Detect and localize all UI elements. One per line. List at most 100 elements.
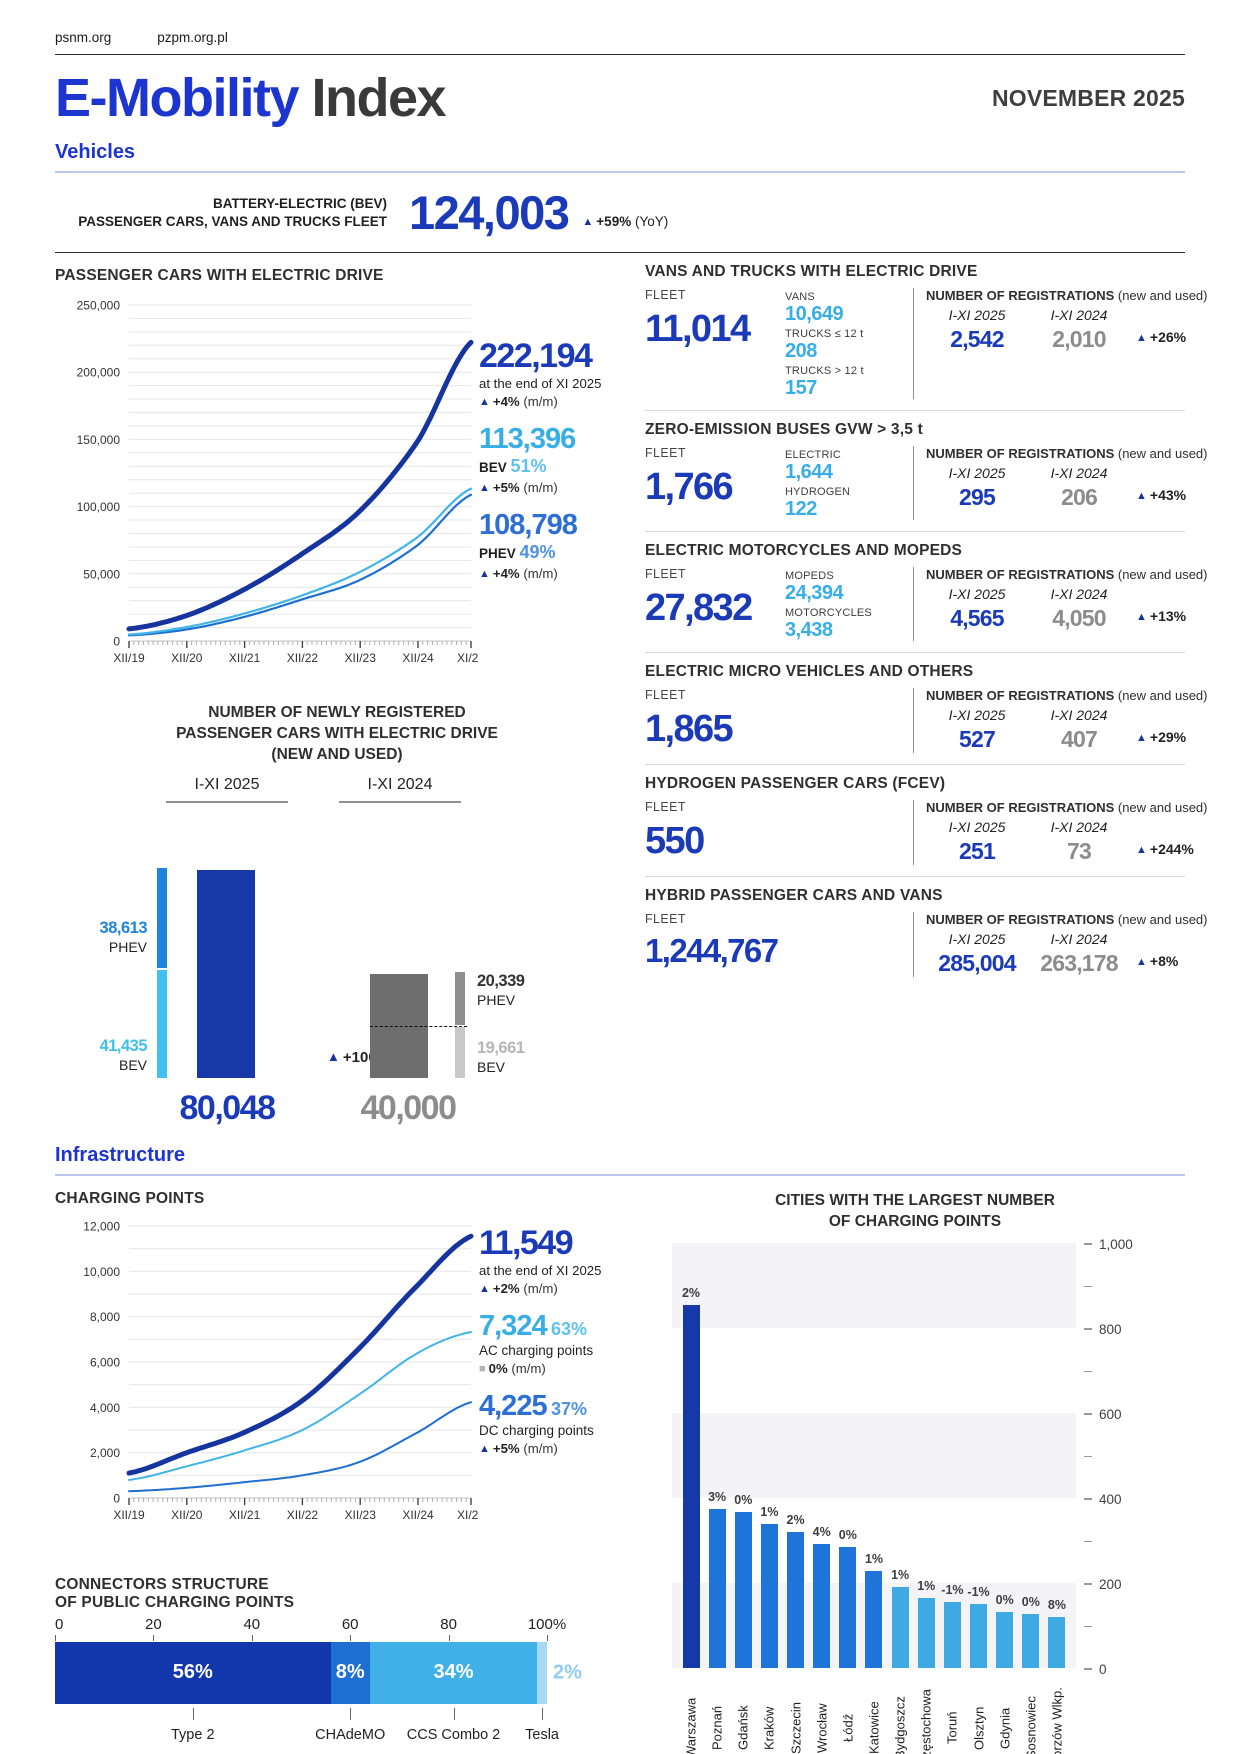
bev-fleet-label: BATTERY-ELECTRIC (BEV) PASSENGER CARS, V… (78, 195, 387, 229)
page-title: E-Mobility Index (55, 71, 447, 125)
infrastructure-left-column: CHARGING POINTS 12,000 10,000 8,000 6,000 4,… (55, 1176, 619, 1754)
connectors-axis-label: 20 (145, 1615, 162, 1633)
svg-text:XII/22: XII/22 (287, 1508, 319, 1522)
registrations-value: 295 (959, 484, 996, 510)
city-bar (1022, 1613, 1040, 1669)
city-bar (682, 1304, 700, 1669)
fleet-sub-stats: MOPEDS 24,394 MOTORCYCLES 3,438 (785, 567, 913, 641)
charging-points-line-chart: 12,000 10,000 8,000 6,000 4,000 2,000 0 XII/19 X… (83, 1219, 479, 1522)
registrations-change: ▲ +26% (1136, 329, 1187, 345)
svg-text:XII/23: XII/23 (345, 651, 377, 665)
svg-text:XII/20: XII/20 (171, 651, 203, 665)
svg-text:XII/21: XII/21 (229, 1508, 261, 1522)
fleet-block: ZERO-EMISSION BUSES GVW > 3,5 t FLEET 1,76… (645, 411, 1208, 532)
registrations-value: 251 (959, 838, 996, 864)
bev-fleet-change: ▲ +59% (YoY) (582, 214, 669, 229)
fleet-value: 1,766 (645, 466, 734, 508)
up-triangle-icon: ▲ (1136, 956, 1147, 968)
city-bar (891, 1587, 909, 1669)
pzpm-org-link[interactable]: pzpm.org.pl (157, 30, 228, 45)
registrations-cell: I-XI 2025 295 (926, 465, 1028, 511)
up-triangle-icon: ▲ (1136, 844, 1147, 856)
fleet-column: FLEET 11,014 (645, 288, 785, 399)
phev-2024-side-bar (455, 971, 465, 1025)
svg-text:XII/19: XII/19 (113, 1508, 145, 1522)
registrations-column: NUMBER OF REGISTRATIONS (new and used) I-… (926, 288, 1208, 352)
city-bar (996, 1612, 1014, 1669)
registrations-column: NUMBER OF REGISTRATIONS (new and used) I-… (926, 800, 1208, 864)
registrations-change: ▲ +8% (1136, 953, 1179, 969)
cities-axis-label: 1,000 (1099, 1236, 1133, 1252)
svg-text:250,000: 250,000 (77, 299, 121, 313)
registrations-cell: I-XI 2024 407 (1028, 707, 1130, 753)
fleet-sub-value: 3,438 (785, 619, 833, 641)
svg-text:XII/19: XII/19 (113, 651, 145, 665)
connectors-title: CONNECTORS STRUCTURE OF PUBLIC CHARGING … (55, 1575, 295, 1611)
total-2024-value: 40,000 (360, 1088, 458, 1127)
city-name-label: Gdańsk (735, 1705, 751, 1751)
registrations-value: 527 (959, 726, 996, 752)
passenger-cars-line-chart: 250,000 200,000 150,000 100,000 50,000 0 XII/1… (77, 299, 479, 666)
phev-2025-side-bar (157, 867, 167, 969)
connector-segment (537, 1641, 547, 1704)
city-name-label: Bydgoszcz (892, 1696, 908, 1754)
fleet-column: FLEET 1,865 (645, 688, 913, 753)
svg-text:XII/23: XII/23 (345, 1508, 377, 1522)
city-change-label: 3% (708, 1489, 727, 1504)
svg-text:XII/22: XII/22 (287, 651, 319, 665)
city-bar-slot: 1% (760, 1505, 778, 1669)
registrations-cell: I-XI 2024 206 (1028, 465, 1130, 511)
city-bar-slot: 2% (682, 1286, 700, 1669)
connectors-axis-label: 80 (440, 1615, 457, 1633)
svg-text:50,000: 50,000 (83, 567, 120, 581)
fleet-value: 550 (645, 820, 705, 862)
fleet-block: ELECTRIC MOTORCYCLES AND MOPEDS FLEET 27,8… (645, 532, 1208, 653)
axis-tick (547, 1634, 548, 1641)
city-change-label: 1% (917, 1579, 936, 1594)
svg-text:12,000: 12,000 (83, 1219, 120, 1233)
cities-x-labels: Warszawa Poznań Gdańsk Kraków Szczecin Wrocła… (672, 1668, 1076, 1754)
svg-text:XI/25: XI/25 (457, 1508, 479, 1522)
bev-2025-side-bar (157, 970, 167, 1078)
fleet-block-title: ZERO-EMISSION BUSES GVW > 3,5 t (645, 421, 923, 438)
charging-total-value: 11,549 (479, 1223, 574, 1262)
fleet-block-title: HYBRID PASSENGER CARS AND VANS (645, 887, 943, 904)
city-change-label: 0% (838, 1527, 857, 1542)
city-change-label: 0% (995, 1593, 1014, 1608)
connectors-axis: 0 20 40 60 80 100% (55, 1615, 566, 1641)
registrations-value: 73 (1067, 838, 1092, 864)
svg-text:XII/20: XII/20 (171, 1508, 203, 1522)
total-2025-bar (197, 869, 255, 1078)
fleet-value: 1,865 (645, 708, 734, 750)
cities-bar-chart: 2% 3% 0% 1% 2% 4% 0% 1% 1% 1% -1% -1% 0% 0% 8% 1,000 80… (672, 1237, 1158, 1754)
section-vehicles-heading: Vehicles (55, 141, 1185, 173)
svg-text:XII/24: XII/24 (402, 651, 434, 665)
vehicles-left-column: PASSENGER CARS WITH ELECTRIC DRIVE 250,0… (55, 253, 619, 1128)
city-change-label: 2% (786, 1513, 805, 1528)
city-bar-slot: 0% (734, 1493, 752, 1669)
label-tick (192, 1707, 194, 1720)
charging-chart-title: CHARGING POINTS (55, 1189, 205, 1207)
city-bar-slot: 1% (891, 1568, 909, 1669)
svg-text:0: 0 (113, 635, 120, 649)
svg-text:150,000: 150,000 (77, 433, 121, 447)
registrations-value: 4,565 (950, 605, 1004, 631)
psnm-org-link[interactable]: psnm.org (55, 30, 112, 45)
axis-tick (350, 1634, 352, 1641)
phev-value: 108,798 (479, 509, 578, 541)
city-bar-slot: -1% (941, 1583, 964, 1669)
fleet-column: FLEET 1,766 (645, 446, 785, 520)
connectors-axis-label: 40 (243, 1615, 261, 1633)
registrations-cell: I-XI 2025 4,565 (926, 586, 1028, 632)
phev-2025-label: 38,613 PHEV (99, 919, 148, 956)
city-change-label: -1% (967, 1585, 990, 1600)
city-bar-slot: 0% (996, 1593, 1014, 1669)
svg-text:XII/24: XII/24 (402, 1508, 434, 1522)
infrastructure-columns: CHARGING POINTS 12,000 10,000 8,000 6,000 4,… (55, 1176, 1185, 1754)
vertical-divider (913, 446, 914, 520)
fleet-sub-value: 122 (785, 498, 817, 520)
cities-axis-tick (1084, 1285, 1092, 1288)
fleet-block-title: HYDROGEN PASSENGER CARS (FCEV) (645, 775, 946, 792)
fleet-column: FLEET 27,832 (645, 567, 785, 641)
up-triangle-icon: ▲ (479, 1442, 490, 1455)
